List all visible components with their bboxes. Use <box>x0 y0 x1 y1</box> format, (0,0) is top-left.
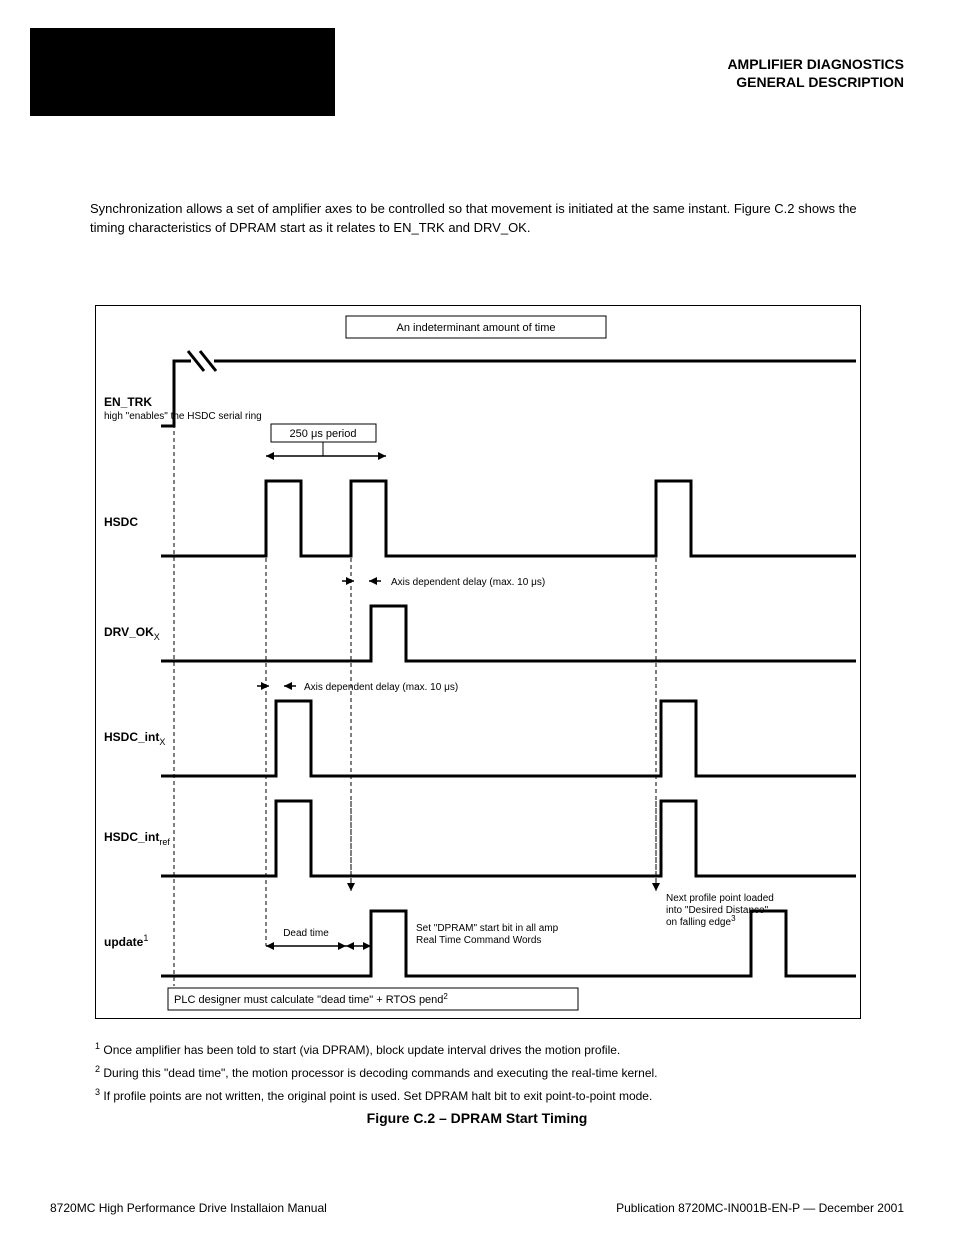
drvok-delay-arr-l <box>346 577 354 585</box>
hsdc-wave <box>161 481 856 556</box>
drvok-delay-arr-r <box>369 577 377 585</box>
header-line2: GENERAL DESCRIPTION <box>727 74 904 90</box>
en-trk-label: EN_TRK <box>104 395 152 409</box>
signal-drv-ok-x: DRV_OKX <box>104 606 856 661</box>
timing-svg: An indeterminant amount of time EN_TRK h… <box>96 306 862 1020</box>
signal-hsdc-int-x: HSDC_intX <box>104 701 856 776</box>
hsdcintref-label: HSDC_intref <box>104 830 170 847</box>
drvok-wave <box>161 606 856 661</box>
page-header-right: AMPLIFIER DIAGNOSTICS GENERAL DESCRIPTIO… <box>727 56 904 90</box>
hsdc-period-text: 250 μs period <box>290 428 357 440</box>
hsdcintx-delay-arr-l <box>261 682 269 690</box>
signal-hsdc-int-ref: HSDC_intref <box>104 801 856 876</box>
ref-down-arrow-2 <box>652 883 660 891</box>
period-arrow-right <box>378 452 386 460</box>
footnote-3: 3 If profile points are not written, the… <box>95 1086 861 1105</box>
header-line1: AMPLIFIER DIAGNOSTICS <box>727 56 904 72</box>
hsdcintx-label: HSDC_intX <box>104 730 165 747</box>
top-note-text: An indeterminant amount of time <box>397 322 556 334</box>
next-profile-note-3: on falling edge3 <box>666 914 736 928</box>
hsdc-label: HSDC <box>104 515 138 529</box>
deadtime-arr-r <box>338 942 346 950</box>
update-label: update1 <box>104 933 148 949</box>
deadtime-arr-l <box>266 942 274 950</box>
footer-right: Publication 8720MC-IN001B-EN-P — Decembe… <box>616 1201 904 1215</box>
signal-en-trk: EN_TRK high "enables" the HSDC serial ri… <box>104 351 856 426</box>
timing-diagram: An indeterminant amount of time EN_TRK h… <box>95 305 861 1019</box>
intro-paragraph: Synchronization allows a set of amplifie… <box>90 200 874 238</box>
deadtime-text: Dead time <box>283 928 329 939</box>
hsdcintx-wave <box>161 701 856 776</box>
hsdcintx-delay-text: Axis dependent delay (max. 10 μs) <box>304 682 458 693</box>
page-footer: 8720MC High Performance Drive Installaio… <box>50 1201 904 1215</box>
footnotes: 1 Once amplifier has been told to start … <box>95 1040 861 1108</box>
footer-left: 8720MC High Performance Drive Installaio… <box>50 1201 327 1215</box>
figure-caption: Figure C.2 – DPRAM Start Timing <box>0 1110 954 1126</box>
ref-down-arrow-1 <box>347 883 355 891</box>
deadtime2-arr-l <box>346 942 354 950</box>
next-profile-note: Next profile point loaded <box>666 893 774 904</box>
dpram-note-1: Set "DPRAM" start bit in all amp <box>416 923 559 934</box>
en-trk-note: high "enables" the HSDC serial ring <box>104 411 262 422</box>
dpram-note-2: Real Time Command Words <box>416 935 541 946</box>
signal-hsdc: HSDC <box>104 481 856 556</box>
header-black-box <box>30 28 335 116</box>
bottom-note-text: PLC designer must calculate "dead time" … <box>174 992 448 1006</box>
drvok-label: DRV_OKX <box>104 625 160 642</box>
hsdcintx-delay-arr-r <box>284 682 292 690</box>
period-arrow-left <box>266 452 274 460</box>
hsdcintref-wave <box>161 801 856 876</box>
footnote-2: 2 During this "dead time", the motion pr… <box>95 1063 861 1082</box>
footnote-1: 1 Once amplifier has been told to start … <box>95 1040 861 1059</box>
drvok-delay-text: Axis dependent delay (max. 10 μs) <box>391 577 545 588</box>
